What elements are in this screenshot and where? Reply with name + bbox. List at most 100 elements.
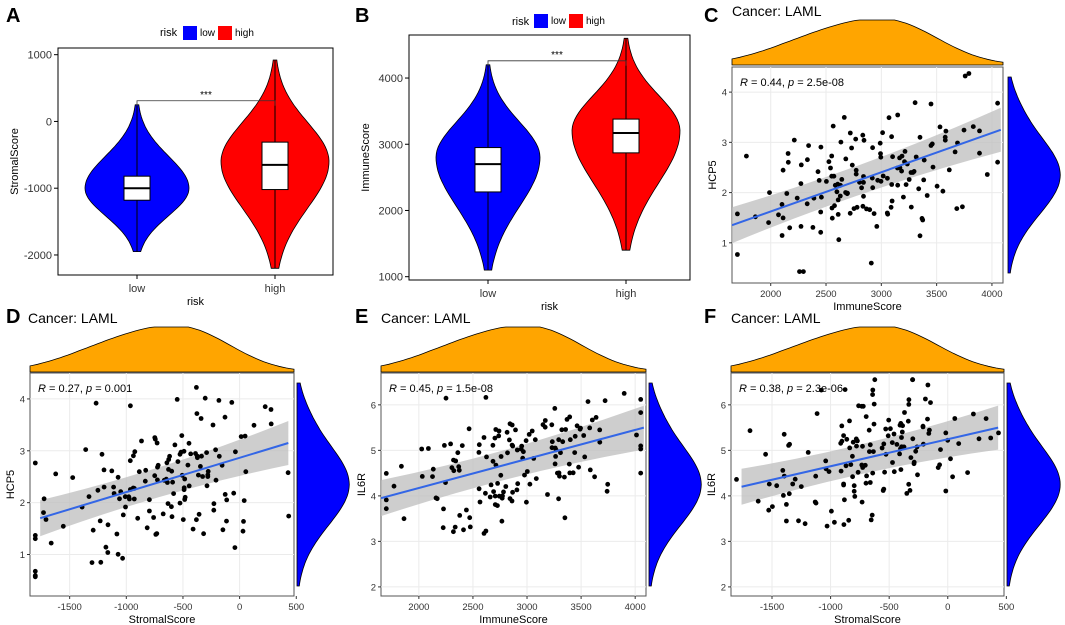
data-point bbox=[549, 439, 555, 445]
data-point bbox=[903, 182, 909, 188]
data-point bbox=[940, 188, 946, 194]
x-tick-label: low bbox=[129, 283, 146, 295]
data-point bbox=[870, 145, 875, 151]
data-point bbox=[888, 204, 894, 210]
data-point bbox=[853, 136, 859, 142]
data-point bbox=[558, 450, 563, 456]
data-point bbox=[814, 411, 820, 416]
correlation-stat: R = 0.38, p = 2.3e-06 bbox=[739, 383, 843, 395]
data-point bbox=[870, 470, 876, 476]
data-point bbox=[453, 458, 459, 464]
data-point bbox=[216, 398, 222, 403]
data-point bbox=[262, 404, 268, 410]
data-point bbox=[89, 560, 95, 565]
data-point bbox=[198, 416, 204, 421]
data-point bbox=[164, 460, 170, 466]
data-point bbox=[487, 494, 493, 500]
data-point bbox=[605, 481, 611, 487]
data-point bbox=[492, 435, 498, 441]
data-point bbox=[99, 451, 105, 457]
significance-label: *** bbox=[200, 90, 212, 101]
data-point bbox=[268, 421, 274, 427]
data-point bbox=[910, 436, 916, 442]
data-point bbox=[970, 124, 976, 129]
data-point bbox=[151, 515, 157, 520]
data-point bbox=[935, 465, 941, 470]
x-tick-label: 4000 bbox=[981, 289, 1002, 300]
data-point bbox=[638, 410, 644, 415]
violin-chart-a: -2000 -1000 0 1000 low high risk StromalScore **… bbox=[9, 47, 334, 308]
data-point bbox=[196, 472, 201, 478]
legend-label-low: low bbox=[200, 28, 216, 39]
data-point bbox=[621, 391, 627, 396]
data-point bbox=[841, 433, 846, 438]
data-point bbox=[921, 177, 927, 183]
data-point bbox=[983, 416, 989, 421]
data-point bbox=[152, 473, 158, 479]
data-point bbox=[32, 536, 38, 542]
data-point bbox=[523, 438, 529, 444]
data-point bbox=[103, 544, 109, 550]
data-point bbox=[448, 441, 453, 447]
data-point bbox=[838, 468, 844, 474]
data-point bbox=[966, 71, 972, 76]
data-point bbox=[143, 467, 149, 473]
data-point bbox=[835, 197, 841, 203]
data-point bbox=[105, 522, 111, 528]
y-tick-label: -2000 bbox=[24, 250, 52, 262]
data-point bbox=[638, 397, 644, 402]
data-point bbox=[483, 528, 489, 534]
data-point bbox=[433, 495, 439, 501]
data-point bbox=[908, 204, 914, 210]
data-point bbox=[881, 441, 887, 447]
data-point bbox=[878, 178, 884, 184]
data-point bbox=[798, 224, 804, 229]
data-point bbox=[862, 462, 868, 468]
data-point bbox=[32, 568, 38, 574]
data-point bbox=[638, 470, 644, 476]
data-point bbox=[906, 397, 912, 403]
data-point bbox=[549, 422, 555, 428]
data-point bbox=[830, 123, 836, 129]
panel-label-d: D bbox=[6, 306, 20, 328]
data-point bbox=[251, 422, 257, 428]
data-point bbox=[139, 438, 144, 444]
data-point bbox=[925, 382, 931, 388]
x-tick-label: 3500 bbox=[926, 289, 947, 300]
data-point bbox=[848, 462, 854, 467]
data-point bbox=[496, 433, 502, 439]
data-point bbox=[135, 515, 141, 521]
y-tick-label: 1 bbox=[722, 238, 727, 249]
correlation-stat: R = 0.45, p = 1.5e-08 bbox=[389, 383, 493, 395]
data-point bbox=[533, 476, 539, 481]
data-point bbox=[829, 173, 835, 179]
data-point bbox=[904, 491, 910, 496]
marginal-density-right bbox=[648, 382, 702, 587]
data-point bbox=[526, 432, 532, 437]
data-point bbox=[767, 190, 772, 196]
significance-bracket bbox=[487, 60, 627, 66]
data-point bbox=[105, 550, 111, 555]
data-point bbox=[492, 502, 498, 507]
data-point bbox=[832, 519, 837, 525]
data-point bbox=[798, 162, 804, 168]
data-point bbox=[48, 540, 54, 546]
data-point bbox=[836, 237, 842, 243]
data-point bbox=[885, 433, 891, 439]
data-point bbox=[965, 470, 970, 475]
data-point bbox=[792, 476, 798, 482]
data-point bbox=[879, 445, 885, 451]
data-point bbox=[770, 504, 775, 509]
data-point bbox=[816, 178, 822, 183]
data-point bbox=[871, 449, 876, 454]
data-point bbox=[828, 165, 833, 171]
data-point bbox=[484, 454, 489, 460]
data-point bbox=[160, 511, 166, 517]
y-axis-label: IL6R bbox=[356, 473, 368, 496]
data-point bbox=[798, 181, 804, 187]
data-point bbox=[522, 472, 527, 478]
data-point bbox=[449, 465, 455, 471]
data-point bbox=[961, 127, 967, 133]
data-point bbox=[899, 429, 905, 435]
y-tick-label: 2 bbox=[371, 582, 376, 593]
